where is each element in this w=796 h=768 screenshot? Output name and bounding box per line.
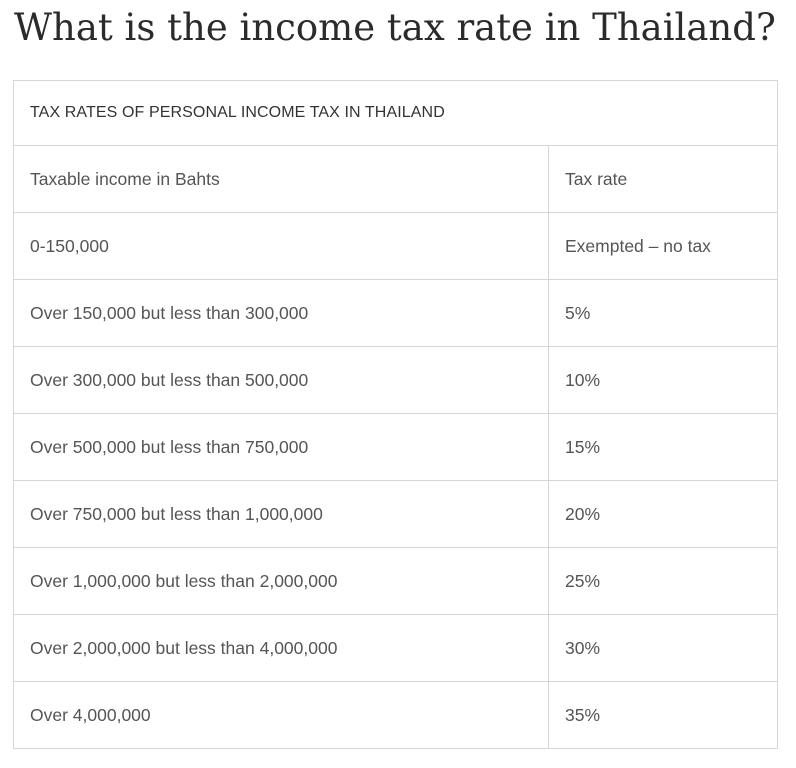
- income-cell: Over 4,000,000: [13, 681, 549, 749]
- column-header-income: Taxable income in Bahts: [13, 145, 549, 213]
- rate-cell: 30%: [547, 614, 779, 682]
- table-row: Over 150,000 but less than 300,000 5%: [13, 279, 779, 347]
- income-cell: Over 300,000 but less than 500,000: [13, 346, 549, 414]
- rate-cell: 25%: [547, 547, 779, 615]
- table-row: Over 750,000 but less than 1,000,000 20%: [13, 480, 779, 548]
- table-caption-row: TAX RATES OF PERSONAL INCOME TAX IN THAI…: [12, 80, 779, 146]
- rate-cell: Exempted – no tax: [547, 212, 779, 280]
- rate-cell: 35%: [547, 681, 779, 749]
- column-header-rate: Tax rate: [547, 145, 779, 213]
- tax-rates-table: TAX RATES OF PERSONAL INCOME TAX IN THAI…: [12, 80, 779, 749]
- rate-cell: 5%: [547, 279, 779, 347]
- table-caption: TAX RATES OF PERSONAL INCOME TAX IN THAI…: [12, 80, 779, 146]
- table-row: 0-150,000 Exempted – no tax: [13, 212, 779, 280]
- table-header-row: Taxable income in Bahts Tax rate: [13, 145, 779, 213]
- income-cell: Over 2,000,000 but less than 4,000,000: [13, 614, 549, 682]
- table-row: Over 4,000,000 35%: [13, 681, 779, 749]
- table-row: Over 500,000 but less than 750,000 15%: [13, 413, 779, 481]
- rate-cell: 15%: [547, 413, 779, 481]
- income-cell: Over 750,000 but less than 1,000,000: [13, 480, 549, 548]
- income-cell: Over 1,000,000 but less than 2,000,000: [13, 547, 549, 615]
- rate-cell: 20%: [547, 480, 779, 548]
- rate-cell: 10%: [547, 346, 779, 414]
- income-cell: Over 150,000 but less than 300,000: [13, 279, 549, 347]
- table-row: Over 2,000,000 but less than 4,000,000 3…: [13, 614, 779, 682]
- income-cell: 0-150,000: [13, 212, 549, 280]
- table-row: Over 1,000,000 but less than 2,000,000 2…: [13, 547, 779, 615]
- page-title: What is the income tax rate in Thailand?: [14, 6, 776, 49]
- table-row: Over 300,000 but less than 500,000 10%: [13, 346, 779, 414]
- income-cell: Over 500,000 but less than 750,000: [13, 413, 549, 481]
